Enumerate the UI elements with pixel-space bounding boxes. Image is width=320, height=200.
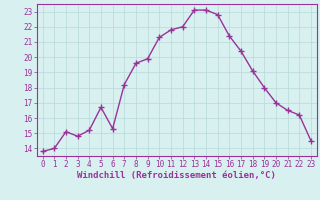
X-axis label: Windchill (Refroidissement éolien,°C): Windchill (Refroidissement éolien,°C)	[77, 171, 276, 180]
